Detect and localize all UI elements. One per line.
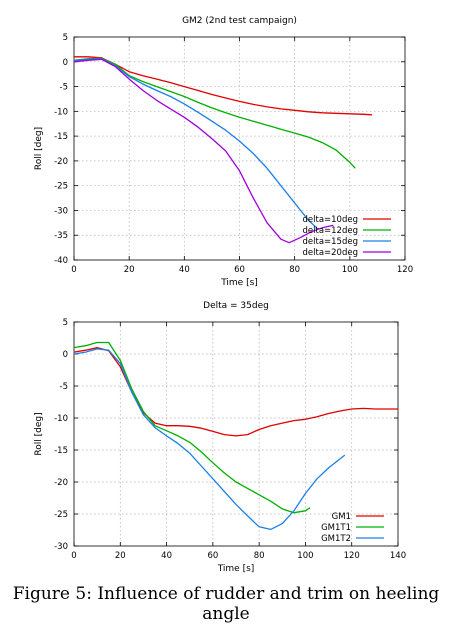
series-line-delta-10deg bbox=[74, 56, 372, 116]
series-line-gm1t1 bbox=[73, 341, 311, 514]
y-axis-label: Roll [deg] bbox=[34, 127, 44, 170]
x-tick-label: 40 bbox=[161, 551, 172, 561]
y-tick-label: -40 bbox=[54, 256, 68, 266]
legend-label: GM1T1 bbox=[321, 523, 351, 533]
y-tick-label: -20 bbox=[54, 478, 68, 488]
y-tick-label: -25 bbox=[54, 182, 68, 192]
legend-label: delta=15deg bbox=[303, 237, 359, 247]
chart-gm2: GM2 (2nd test campaign) 0 20 40 60 80 100 120 5 0… bbox=[34, 16, 413, 288]
x-tick-label: 80 bbox=[289, 265, 300, 275]
legend-label: delta=12deg bbox=[303, 226, 359, 236]
chart-delta35: Delta = 35deg 0 20 40 60 80 100 120 140 5 0 -5 -10 -1… bbox=[34, 301, 406, 574]
x-tick-label: 100 bbox=[297, 551, 313, 561]
y-tick-label: 5 bbox=[63, 318, 68, 328]
x-tick-label: 120 bbox=[344, 551, 360, 561]
x-tick-label: 60 bbox=[207, 551, 218, 561]
series-line-delta-20deg bbox=[73, 58, 334, 244]
y-tick-label: -10 bbox=[54, 107, 68, 117]
y-tick-label: -5 bbox=[60, 382, 68, 392]
chart-title: Delta = 35deg bbox=[203, 301, 269, 311]
series-line-gm1 bbox=[73, 346, 398, 437]
series-line-gm1t2 bbox=[73, 348, 346, 531]
x-tick-label: 0 bbox=[71, 265, 76, 275]
x-tick-label: 80 bbox=[254, 551, 265, 561]
legend-label: delta=20deg bbox=[303, 248, 359, 258]
y-axis-label: Roll [deg] bbox=[34, 412, 44, 455]
y-tick-label: -30 bbox=[54, 206, 68, 216]
y-tick-label: 0 bbox=[63, 58, 68, 68]
y-tick-label: -30 bbox=[54, 542, 68, 552]
x-tick-label: 140 bbox=[390, 551, 406, 561]
x-axis-label: Time [s] bbox=[220, 278, 258, 288]
x-axis-label: Time [s] bbox=[217, 564, 255, 574]
y-tick-label: -25 bbox=[54, 510, 68, 520]
y-tick-label: -15 bbox=[54, 132, 68, 142]
x-tick-label: 60 bbox=[234, 265, 245, 275]
y-tick-label: -10 bbox=[54, 414, 68, 424]
x-tick-label: 120 bbox=[397, 265, 413, 275]
y-tick-label: -5 bbox=[60, 83, 68, 93]
y-tick-label: -20 bbox=[54, 157, 68, 167]
legend-label: GM1 bbox=[332, 512, 351, 522]
y-tick-label: -15 bbox=[54, 446, 68, 456]
x-tick-label: 0 bbox=[71, 551, 76, 561]
y-tick-label: 5 bbox=[63, 33, 68, 43]
x-tick-label: 40 bbox=[179, 265, 190, 275]
chart-title: GM2 (2nd test campaign) bbox=[182, 16, 297, 26]
y-tick-label: -35 bbox=[54, 231, 68, 241]
legend-label: GM1T2 bbox=[321, 534, 351, 544]
x-tick-label: 100 bbox=[342, 265, 358, 275]
y-tick-label: 0 bbox=[63, 350, 68, 360]
figure-caption: Figure 5: Influence of rudder and trim o… bbox=[12, 584, 440, 624]
x-tick-label: 20 bbox=[124, 265, 135, 275]
legend-label: delta=10deg bbox=[303, 215, 359, 225]
plot-frame bbox=[73, 321, 399, 547]
x-tick-label: 20 bbox=[115, 551, 126, 561]
series-line-delta-15deg bbox=[73, 58, 318, 229]
series-line-delta-12deg bbox=[73, 57, 356, 169]
